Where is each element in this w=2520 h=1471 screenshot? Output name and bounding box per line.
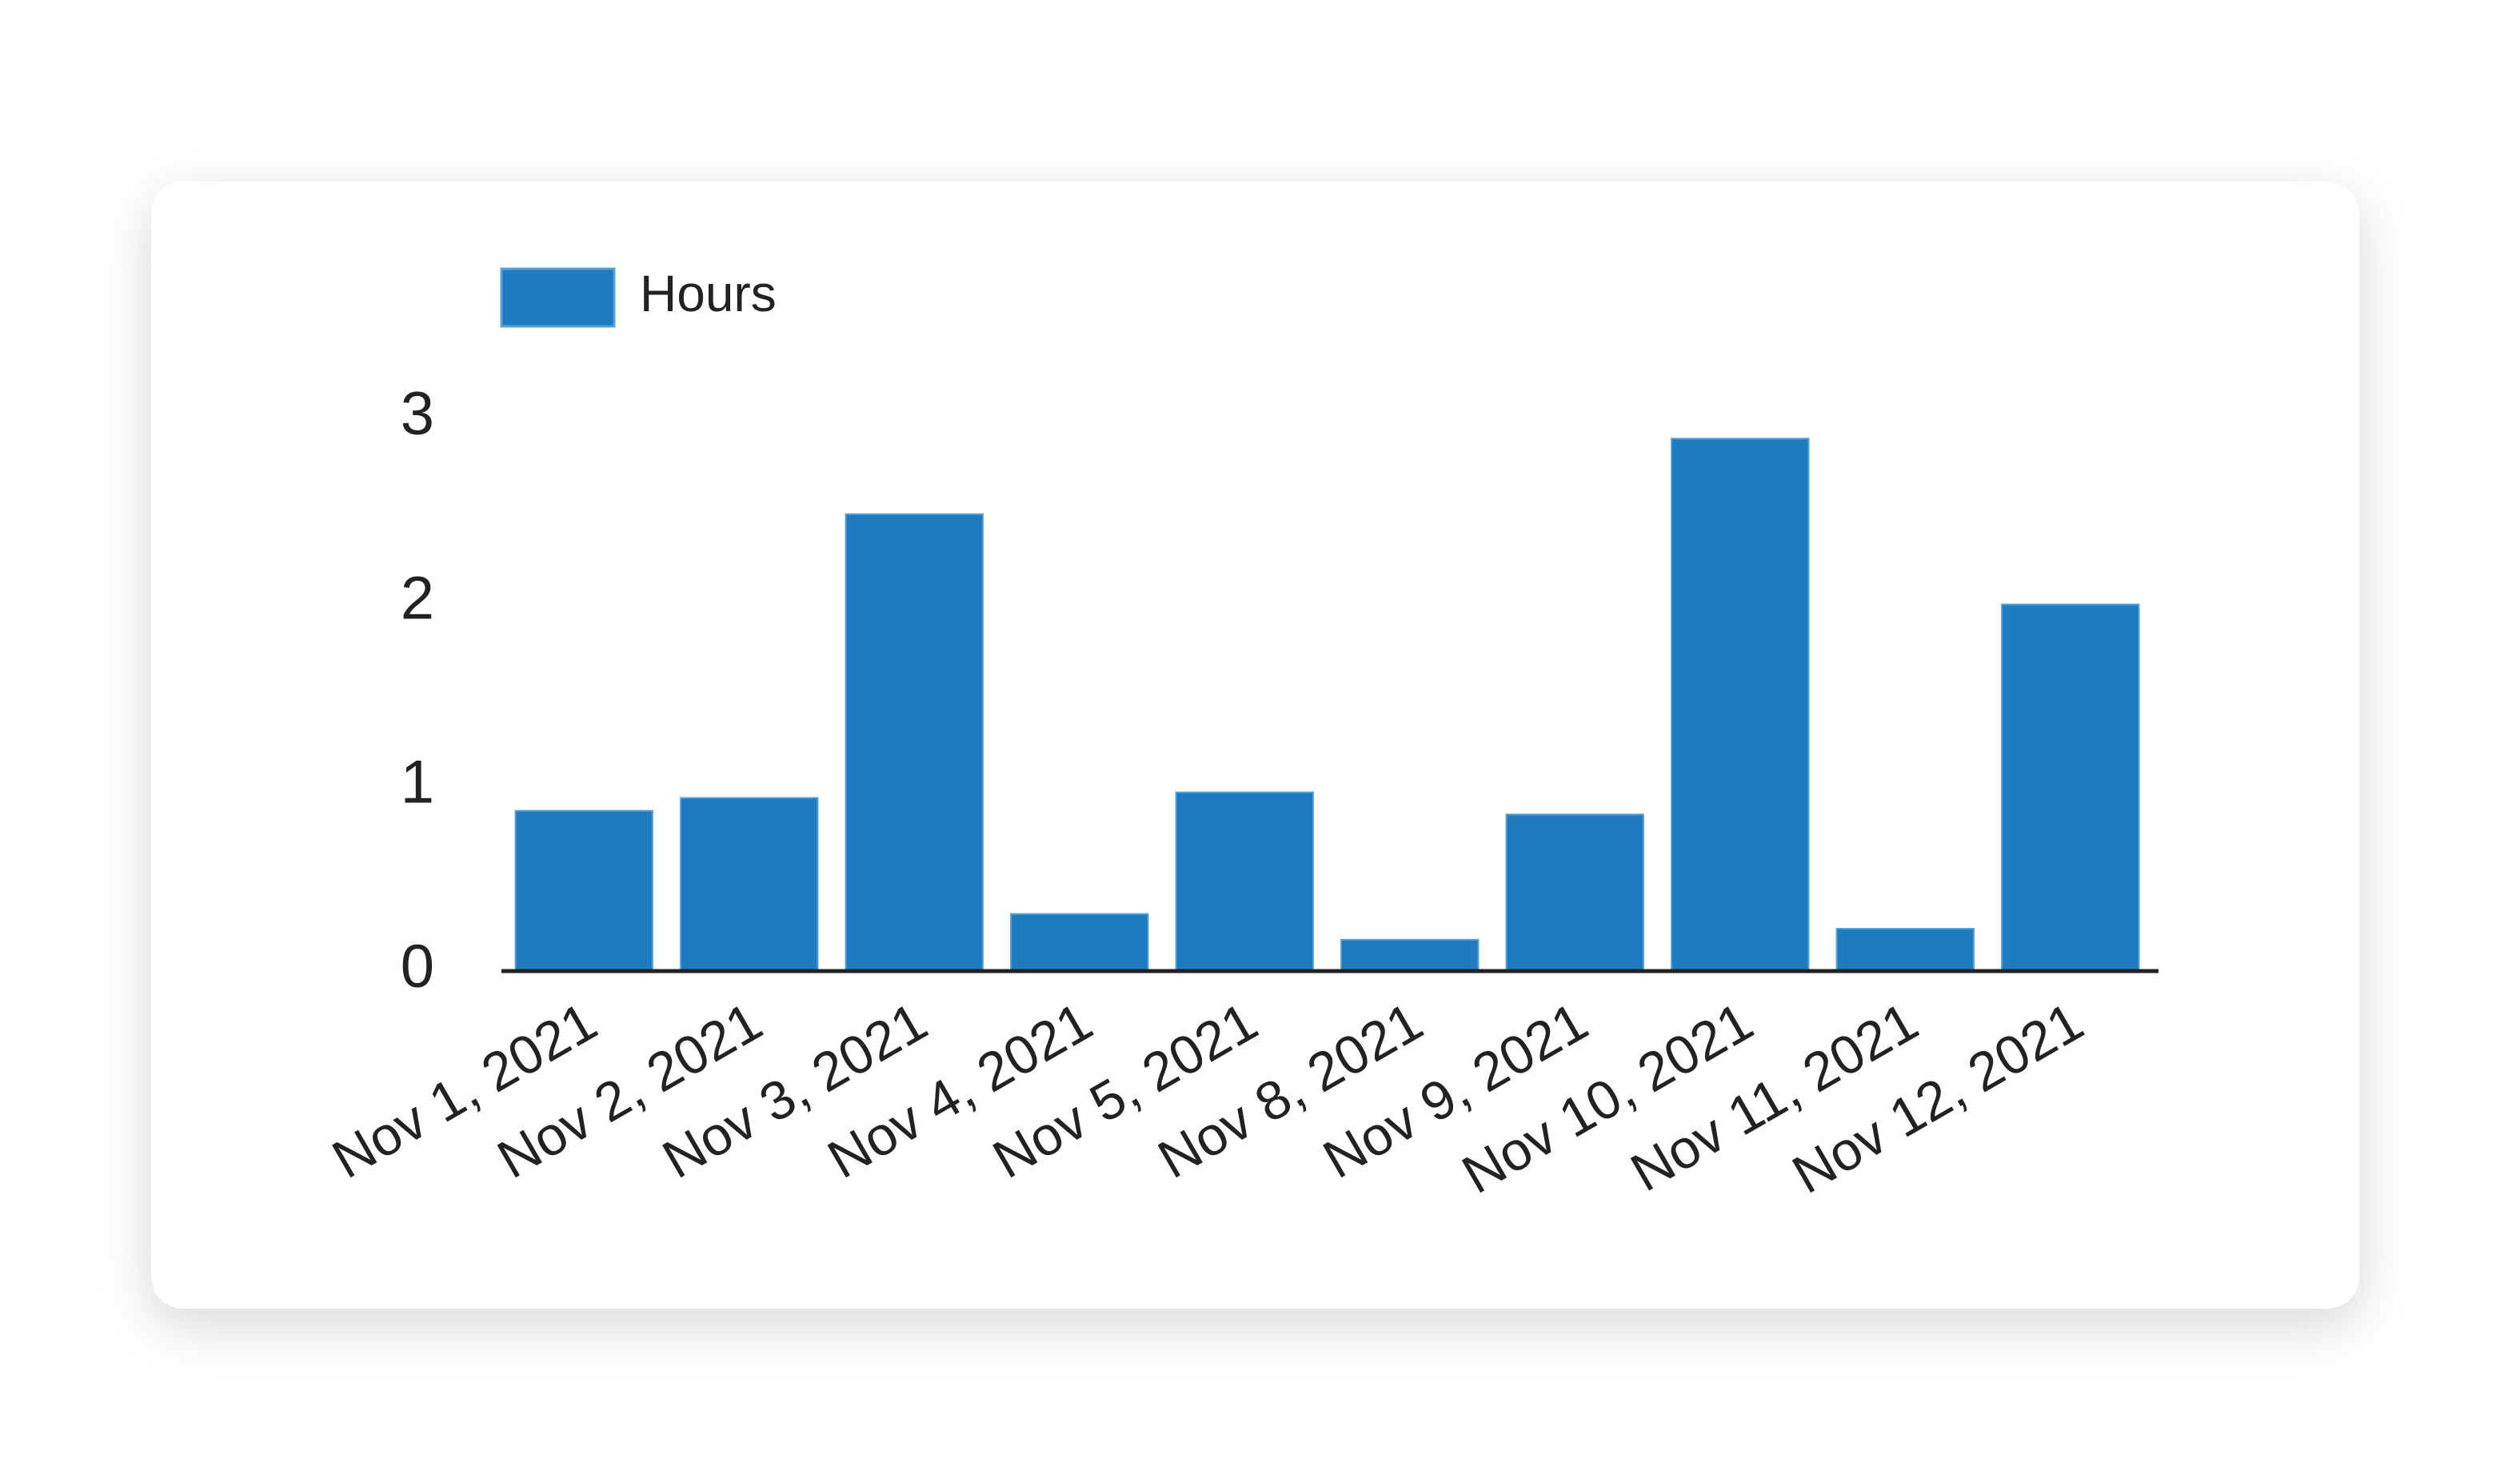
bar: [680, 797, 819, 973]
chart-card: [151, 182, 2359, 1309]
bar: [1010, 913, 1149, 973]
bar: [1671, 438, 1810, 972]
bar: [1505, 813, 1644, 973]
legend-swatch: [500, 267, 616, 328]
y-tick-label: 0: [401, 933, 434, 1001]
bar: [2001, 603, 2140, 972]
legend-label: Hours: [640, 265, 777, 322]
y-tick-label: 3: [401, 380, 434, 448]
y-tick-label: 1: [401, 749, 434, 817]
bar: [1175, 791, 1314, 972]
bar: [1340, 938, 1480, 973]
y-tick-label: 2: [401, 564, 434, 632]
bar: [1835, 928, 1975, 972]
bar: [514, 809, 653, 972]
bar: [845, 513, 984, 972]
